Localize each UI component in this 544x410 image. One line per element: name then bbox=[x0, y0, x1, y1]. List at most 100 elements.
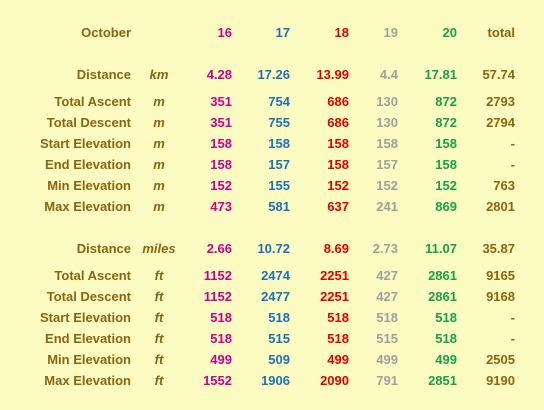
total: - bbox=[510, 310, 515, 325]
value: 518 bbox=[435, 310, 457, 325]
value: 515 bbox=[268, 331, 290, 346]
value: 518 bbox=[268, 310, 290, 325]
value: 1906 bbox=[261, 373, 290, 388]
value: 2.73 bbox=[372, 241, 398, 256]
value: 2861 bbox=[428, 268, 457, 283]
unit: ft bbox=[154, 373, 164, 388]
value: 518 bbox=[327, 331, 349, 346]
value: 754 bbox=[268, 94, 290, 109]
unit: m bbox=[153, 199, 165, 214]
total: 35.87 bbox=[482, 241, 515, 256]
total: - bbox=[510, 136, 515, 151]
day-header: 16 bbox=[217, 25, 232, 40]
value: 872 bbox=[435, 115, 457, 130]
value: 686 bbox=[327, 115, 349, 130]
value: 152 bbox=[435, 178, 457, 193]
value: 427 bbox=[376, 289, 398, 304]
total: 57.74 bbox=[482, 67, 515, 82]
value: 2474 bbox=[261, 268, 290, 283]
total: - bbox=[510, 157, 515, 172]
value: 8.69 bbox=[323, 241, 349, 256]
day-header: 18 bbox=[334, 25, 349, 40]
unit: ft bbox=[154, 352, 164, 367]
value: 872 bbox=[435, 94, 457, 109]
row-label: Total Ascent bbox=[54, 268, 131, 283]
value: 499 bbox=[376, 352, 398, 367]
value: 515 bbox=[376, 331, 398, 346]
value: 2251 bbox=[320, 289, 349, 304]
unit: ft bbox=[154, 310, 164, 325]
total: 2794 bbox=[486, 115, 515, 130]
value: 518 bbox=[210, 331, 232, 346]
value: 17.26 bbox=[257, 67, 290, 82]
unit: miles bbox=[142, 241, 176, 256]
value: 130 bbox=[376, 94, 398, 109]
value: 13.99 bbox=[316, 67, 349, 82]
row-label: Max Elevation bbox=[44, 373, 131, 388]
row-label: Total Descent bbox=[46, 289, 131, 304]
unit: m bbox=[153, 178, 165, 193]
value: 499 bbox=[435, 352, 457, 367]
value: 1552 bbox=[203, 373, 232, 388]
unit: m bbox=[153, 94, 165, 109]
value: 637 bbox=[327, 199, 349, 214]
row-label: Distance bbox=[76, 67, 131, 82]
unit: km bbox=[149, 67, 169, 82]
value: 518 bbox=[435, 331, 457, 346]
day-header: 17 bbox=[275, 25, 290, 40]
total: 2505 bbox=[486, 352, 515, 367]
value: 791 bbox=[376, 373, 398, 388]
value: 2477 bbox=[261, 289, 290, 304]
row-label: Total Descent bbox=[46, 115, 131, 130]
value: 686 bbox=[327, 94, 349, 109]
unit: ft bbox=[154, 331, 164, 346]
value: 158 bbox=[376, 136, 398, 151]
value: 518 bbox=[327, 310, 349, 325]
value: 158 bbox=[210, 136, 232, 151]
value: 518 bbox=[210, 310, 232, 325]
value: 158 bbox=[210, 157, 232, 172]
value: 351 bbox=[210, 94, 232, 109]
value: 152 bbox=[327, 178, 349, 193]
value: 2861 bbox=[428, 289, 457, 304]
row-label: Min Elevation bbox=[47, 352, 131, 367]
total: 2793 bbox=[486, 94, 515, 109]
day-header: 19 bbox=[383, 25, 398, 40]
value: 499 bbox=[210, 352, 232, 367]
value: 158 bbox=[435, 157, 457, 172]
value: 1152 bbox=[203, 268, 232, 283]
value: 158 bbox=[327, 157, 349, 172]
value: 2.66 bbox=[206, 241, 232, 256]
total: 2801 bbox=[486, 199, 515, 214]
value: 1152 bbox=[203, 289, 232, 304]
value: 157 bbox=[268, 157, 290, 172]
unit: ft bbox=[154, 268, 164, 283]
value: 158 bbox=[327, 136, 349, 151]
row-label: Distance bbox=[76, 241, 131, 256]
value: 4.4 bbox=[379, 67, 398, 82]
value: 10.72 bbox=[257, 241, 290, 256]
row-label: Min Elevation bbox=[47, 178, 131, 193]
value: 11.07 bbox=[425, 241, 457, 256]
value: 499 bbox=[327, 352, 349, 367]
row-label: Max Elevation bbox=[44, 199, 131, 214]
value: 755 bbox=[268, 115, 290, 130]
value: 158 bbox=[435, 136, 457, 151]
value: 155 bbox=[268, 178, 290, 193]
unit: m bbox=[153, 136, 165, 151]
value: 152 bbox=[376, 178, 398, 193]
value: 2851 bbox=[428, 373, 457, 388]
value: 351 bbox=[210, 115, 232, 130]
value: 158 bbox=[268, 136, 290, 151]
row-label: End Elevation bbox=[45, 157, 131, 172]
value: 241 bbox=[376, 199, 398, 214]
value: 130 bbox=[376, 115, 398, 130]
value: 869 bbox=[435, 199, 457, 214]
day-header: 20 bbox=[442, 25, 457, 40]
row-label: End Elevation bbox=[45, 331, 131, 346]
unit: ft bbox=[154, 289, 164, 304]
value: 4.28 bbox=[206, 67, 232, 82]
row-label: Start Elevation bbox=[39, 310, 131, 325]
total: - bbox=[510, 331, 515, 346]
